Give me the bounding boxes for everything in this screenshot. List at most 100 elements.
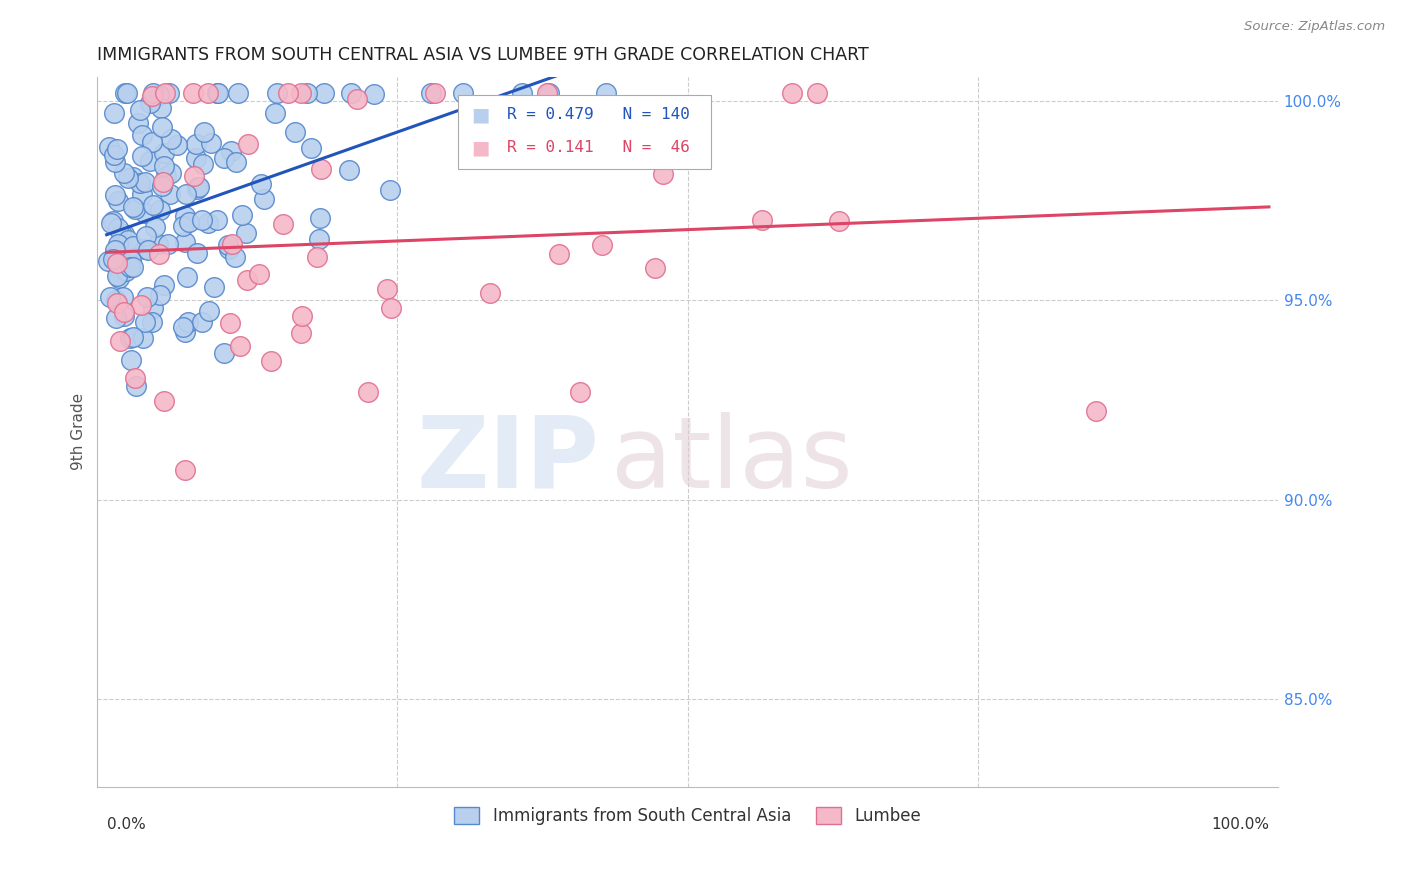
Point xyxy=(205,212,228,227)
Point xyxy=(536,86,558,100)
Point xyxy=(197,215,219,229)
Point xyxy=(134,175,156,189)
Point xyxy=(121,239,143,253)
Point xyxy=(191,213,214,227)
Point xyxy=(172,219,194,234)
Point xyxy=(111,290,134,304)
Text: IMMIGRANTS FROM SOUTH CENTRAL ASIA VS LUMBEE 9TH GRADE CORRELATION CHART: IMMIGRANTS FROM SOUTH CENTRAL ASIA VS LU… xyxy=(97,46,869,64)
Point xyxy=(271,217,294,231)
Point xyxy=(141,316,163,330)
Point xyxy=(644,260,666,275)
Point xyxy=(141,88,163,103)
Point xyxy=(104,243,127,257)
Text: R = 0.479   N = 140: R = 0.479 N = 140 xyxy=(508,107,690,122)
Point xyxy=(290,326,312,340)
Point xyxy=(105,252,128,267)
Point xyxy=(142,86,165,100)
Point xyxy=(595,86,617,100)
Point xyxy=(1085,404,1108,418)
Point xyxy=(226,86,249,100)
Point xyxy=(104,293,127,308)
Point xyxy=(107,194,129,209)
Point xyxy=(176,315,198,329)
Point xyxy=(135,228,157,243)
Point xyxy=(179,215,201,229)
Legend: Immigrants from South Central Asia, Lumbee: Immigrants from South Central Asia, Lumb… xyxy=(447,800,928,831)
Point xyxy=(107,236,129,251)
Point xyxy=(181,86,204,100)
Point xyxy=(134,315,156,329)
Text: Source: ZipAtlas.com: Source: ZipAtlas.com xyxy=(1244,20,1385,33)
Text: ZIP: ZIP xyxy=(416,412,599,508)
Point xyxy=(479,286,502,301)
Point xyxy=(112,166,135,180)
Point xyxy=(277,86,299,100)
Point xyxy=(114,86,136,100)
Point xyxy=(112,227,135,241)
Point xyxy=(309,162,332,177)
Point xyxy=(305,250,328,264)
Point xyxy=(337,162,360,177)
Point xyxy=(219,144,242,158)
Point xyxy=(419,86,441,100)
Point xyxy=(212,345,235,359)
Point xyxy=(184,136,207,151)
Point xyxy=(145,220,167,235)
Point xyxy=(107,221,129,235)
Point xyxy=(152,394,174,409)
Point xyxy=(380,183,402,197)
Point xyxy=(105,142,128,156)
Point xyxy=(184,151,207,165)
Point xyxy=(155,86,177,100)
Point xyxy=(219,316,242,330)
Point xyxy=(174,325,197,339)
Point xyxy=(193,125,215,139)
Point xyxy=(176,269,198,284)
Point xyxy=(148,202,170,217)
Point xyxy=(312,86,335,100)
Point xyxy=(117,170,139,185)
Point xyxy=(136,243,159,257)
Point xyxy=(141,301,163,315)
Point xyxy=(186,182,208,196)
Point xyxy=(295,87,318,101)
Point xyxy=(751,213,773,227)
Point xyxy=(308,232,330,246)
Point xyxy=(114,250,136,264)
Point xyxy=(200,136,222,150)
Point xyxy=(205,86,228,100)
Point xyxy=(132,331,155,345)
Point xyxy=(157,237,180,252)
Point xyxy=(131,186,153,201)
Point xyxy=(121,330,143,344)
Point xyxy=(186,246,208,260)
Point xyxy=(806,86,828,100)
Point xyxy=(166,138,188,153)
Point xyxy=(172,320,194,334)
Point xyxy=(380,301,402,316)
Point xyxy=(236,273,259,287)
Point xyxy=(103,249,125,263)
Point xyxy=(101,252,124,266)
Point xyxy=(112,309,135,323)
Point xyxy=(124,379,146,393)
Point xyxy=(129,103,152,118)
Point xyxy=(138,96,160,111)
Point xyxy=(105,295,128,310)
Point xyxy=(128,176,150,190)
Y-axis label: 9th Grade: 9th Grade xyxy=(72,393,86,470)
Point xyxy=(108,270,131,285)
Point xyxy=(124,202,146,216)
Point xyxy=(121,170,143,185)
Point xyxy=(136,289,159,303)
Point xyxy=(103,155,125,169)
Point xyxy=(652,167,675,181)
Point xyxy=(247,267,270,281)
Point xyxy=(537,86,560,100)
Point xyxy=(117,233,139,247)
Point xyxy=(97,253,120,268)
Point xyxy=(121,200,143,214)
Point xyxy=(174,186,197,201)
Point xyxy=(290,86,312,100)
Point xyxy=(129,298,152,312)
